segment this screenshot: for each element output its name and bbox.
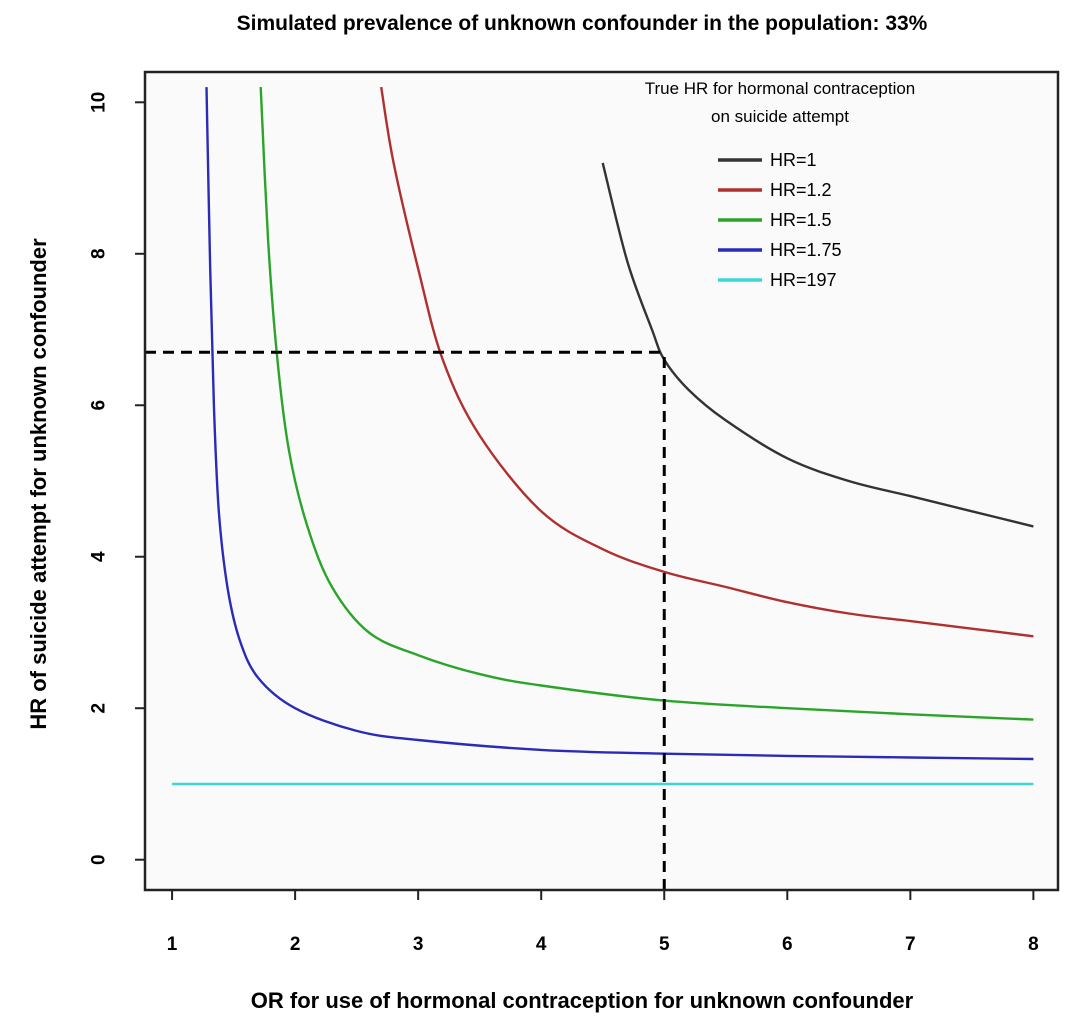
legend-entry-label: HR=1 [770, 150, 817, 170]
x-tick-label: 5 [659, 934, 670, 955]
y-tick-label: 10 [89, 92, 110, 113]
y-tick-label: 6 [89, 400, 110, 411]
legend-entry-label: HR=197 [770, 270, 837, 290]
y-tick-label: 8 [89, 248, 110, 259]
y-axis: 0 2 4 6 8 10 [89, 92, 145, 865]
x-tick-label: 2 [290, 934, 301, 955]
legend-entry-label: HR=1.5 [770, 210, 832, 230]
x-axis-title: OR for use of hormonal contraception for… [251, 988, 914, 1013]
legend-title-line-2: on suicide attempt [711, 107, 849, 126]
legend-entry-label: HR=1.75 [770, 240, 842, 260]
series-line [259, 87, 1034, 721]
legend: True HR for hormonal contraception on su… [645, 79, 916, 290]
series-line [380, 86, 1034, 638]
x-tick-label: 8 [1028, 934, 1039, 955]
x-tick-label: 1 [167, 934, 178, 955]
legend-entry-label: HR=1.2 [770, 180, 832, 200]
x-tick-label: 4 [536, 934, 547, 955]
series-line [205, 87, 1034, 761]
plot-area [145, 72, 1058, 890]
x-tick-label: 3 [413, 934, 424, 955]
chart-title: Simulated prevalence of unknown confound… [237, 12, 928, 35]
legend-title-line-1: True HR for hormonal contraception [645, 79, 916, 98]
series-layer [172, 86, 1034, 786]
x-tick-label: 6 [782, 934, 793, 955]
series-line [601, 162, 1034, 528]
y-tick-label: 4 [89, 551, 110, 562]
x-axis: 1 2 3 4 5 6 7 8 [167, 890, 1039, 955]
y-tick-label: 0 [89, 854, 110, 865]
x-tick-label: 7 [905, 934, 916, 955]
plot-frame [143, 70, 1060, 892]
reference-lines [145, 350, 666, 890]
y-tick-label: 2 [89, 703, 110, 714]
y-axis-title: HR of suicide attempt for unknown confou… [26, 238, 51, 730]
